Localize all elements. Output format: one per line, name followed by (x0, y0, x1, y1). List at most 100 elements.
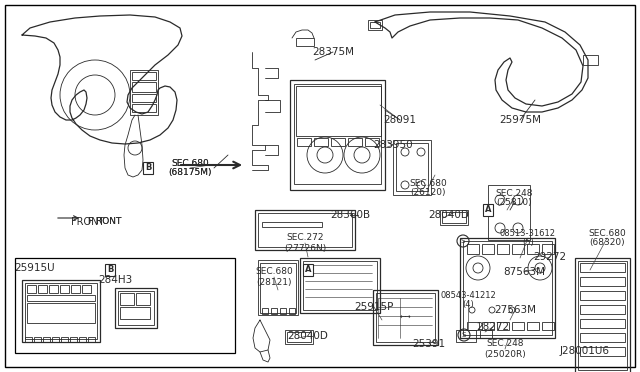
Bar (43, 337, 50, 342)
Text: SEC.248: SEC.248 (495, 189, 532, 198)
Bar (262, 308, 268, 314)
Bar (255, 210, 355, 250)
Bar (456, 330, 476, 342)
Bar (38, 285, 47, 293)
Bar (583, 55, 598, 65)
Bar (287, 332, 311, 342)
Text: 25975M: 25975M (499, 115, 541, 125)
Bar (262, 222, 322, 227)
Bar (82, 285, 91, 293)
Bar (280, 308, 286, 314)
Bar (580, 291, 625, 300)
Bar (440, 210, 468, 225)
Text: 25915U: 25915U (15, 263, 55, 273)
Bar (70, 337, 77, 342)
Bar (365, 138, 379, 146)
Bar (71, 285, 80, 293)
Text: 25391: 25391 (412, 339, 445, 349)
Bar (297, 138, 311, 146)
Bar (467, 244, 479, 254)
Bar (258, 213, 352, 247)
Bar (49, 285, 58, 293)
Bar (373, 290, 438, 345)
Bar (27, 295, 95, 301)
Bar (25, 337, 32, 342)
Text: 28272: 28272 (476, 322, 509, 332)
Bar (482, 244, 494, 254)
Text: B: B (145, 164, 151, 173)
Text: FRONT: FRONT (71, 217, 105, 227)
Text: S: S (462, 332, 466, 338)
Bar (314, 138, 328, 146)
Text: A: A (484, 205, 492, 215)
Bar (60, 285, 69, 293)
Bar (488, 185, 530, 240)
Text: 284H3: 284H3 (98, 275, 132, 285)
Bar (115, 288, 157, 328)
Bar (258, 260, 298, 315)
Text: (5): (5) (522, 238, 534, 247)
Text: SEC.680: SEC.680 (255, 267, 293, 276)
Bar (580, 319, 625, 328)
Text: F RONT: F RONT (88, 218, 122, 227)
Bar (578, 261, 627, 370)
Text: 28040D: 28040D (429, 210, 469, 220)
Bar (260, 263, 296, 313)
Bar (442, 212, 466, 223)
Text: 08513-31612: 08513-31612 (500, 228, 556, 237)
Bar (480, 330, 492, 338)
Text: SEC.680: SEC.680 (171, 158, 209, 167)
Text: B: B (107, 266, 113, 275)
Bar (467, 322, 479, 330)
Text: J28001U6: J28001U6 (560, 346, 610, 356)
Text: (27726N): (27726N) (284, 244, 326, 253)
Bar (294, 84, 381, 184)
Bar (580, 305, 625, 314)
Bar (296, 86, 381, 136)
Bar (290, 80, 385, 190)
Bar (575, 258, 630, 372)
Text: 08543-41212: 08543-41212 (440, 291, 496, 299)
Text: 28091: 28091 (383, 115, 417, 125)
Bar (393, 140, 431, 195)
Bar (512, 244, 524, 254)
Text: (68175M): (68175M) (168, 169, 212, 177)
Text: ←→: ←→ (399, 315, 411, 321)
Bar (512, 322, 524, 330)
Bar (396, 143, 428, 191)
Bar (482, 322, 494, 330)
Bar (331, 138, 345, 146)
Bar (132, 94, 156, 102)
Bar (130, 70, 158, 115)
Text: 27563M: 27563M (494, 305, 536, 315)
Text: 283950: 283950 (373, 140, 413, 150)
Text: (26120): (26120) (410, 189, 445, 198)
Bar (271, 308, 277, 314)
Bar (34, 337, 41, 342)
Bar (289, 308, 295, 314)
Bar (542, 244, 554, 254)
Bar (303, 261, 377, 310)
Bar (542, 322, 554, 330)
Bar (368, 20, 382, 30)
Bar (296, 38, 314, 46)
Bar (120, 293, 134, 305)
Bar (22, 280, 100, 342)
Text: SEC.248: SEC.248 (486, 340, 524, 349)
Bar (27, 285, 36, 293)
Bar (25, 283, 97, 339)
Bar (52, 337, 59, 342)
Text: SEC.680: SEC.680 (588, 228, 626, 237)
Bar (580, 333, 625, 342)
Bar (132, 72, 156, 80)
Bar (527, 322, 539, 330)
Text: A: A (305, 266, 311, 275)
Text: 25915P: 25915P (355, 302, 394, 312)
Text: F RONT: F RONT (88, 218, 122, 227)
Bar (527, 244, 539, 254)
Bar (497, 322, 509, 330)
Bar (285, 330, 313, 344)
Bar (376, 293, 435, 342)
Text: (28121): (28121) (256, 278, 292, 286)
Text: (25810): (25810) (496, 199, 532, 208)
